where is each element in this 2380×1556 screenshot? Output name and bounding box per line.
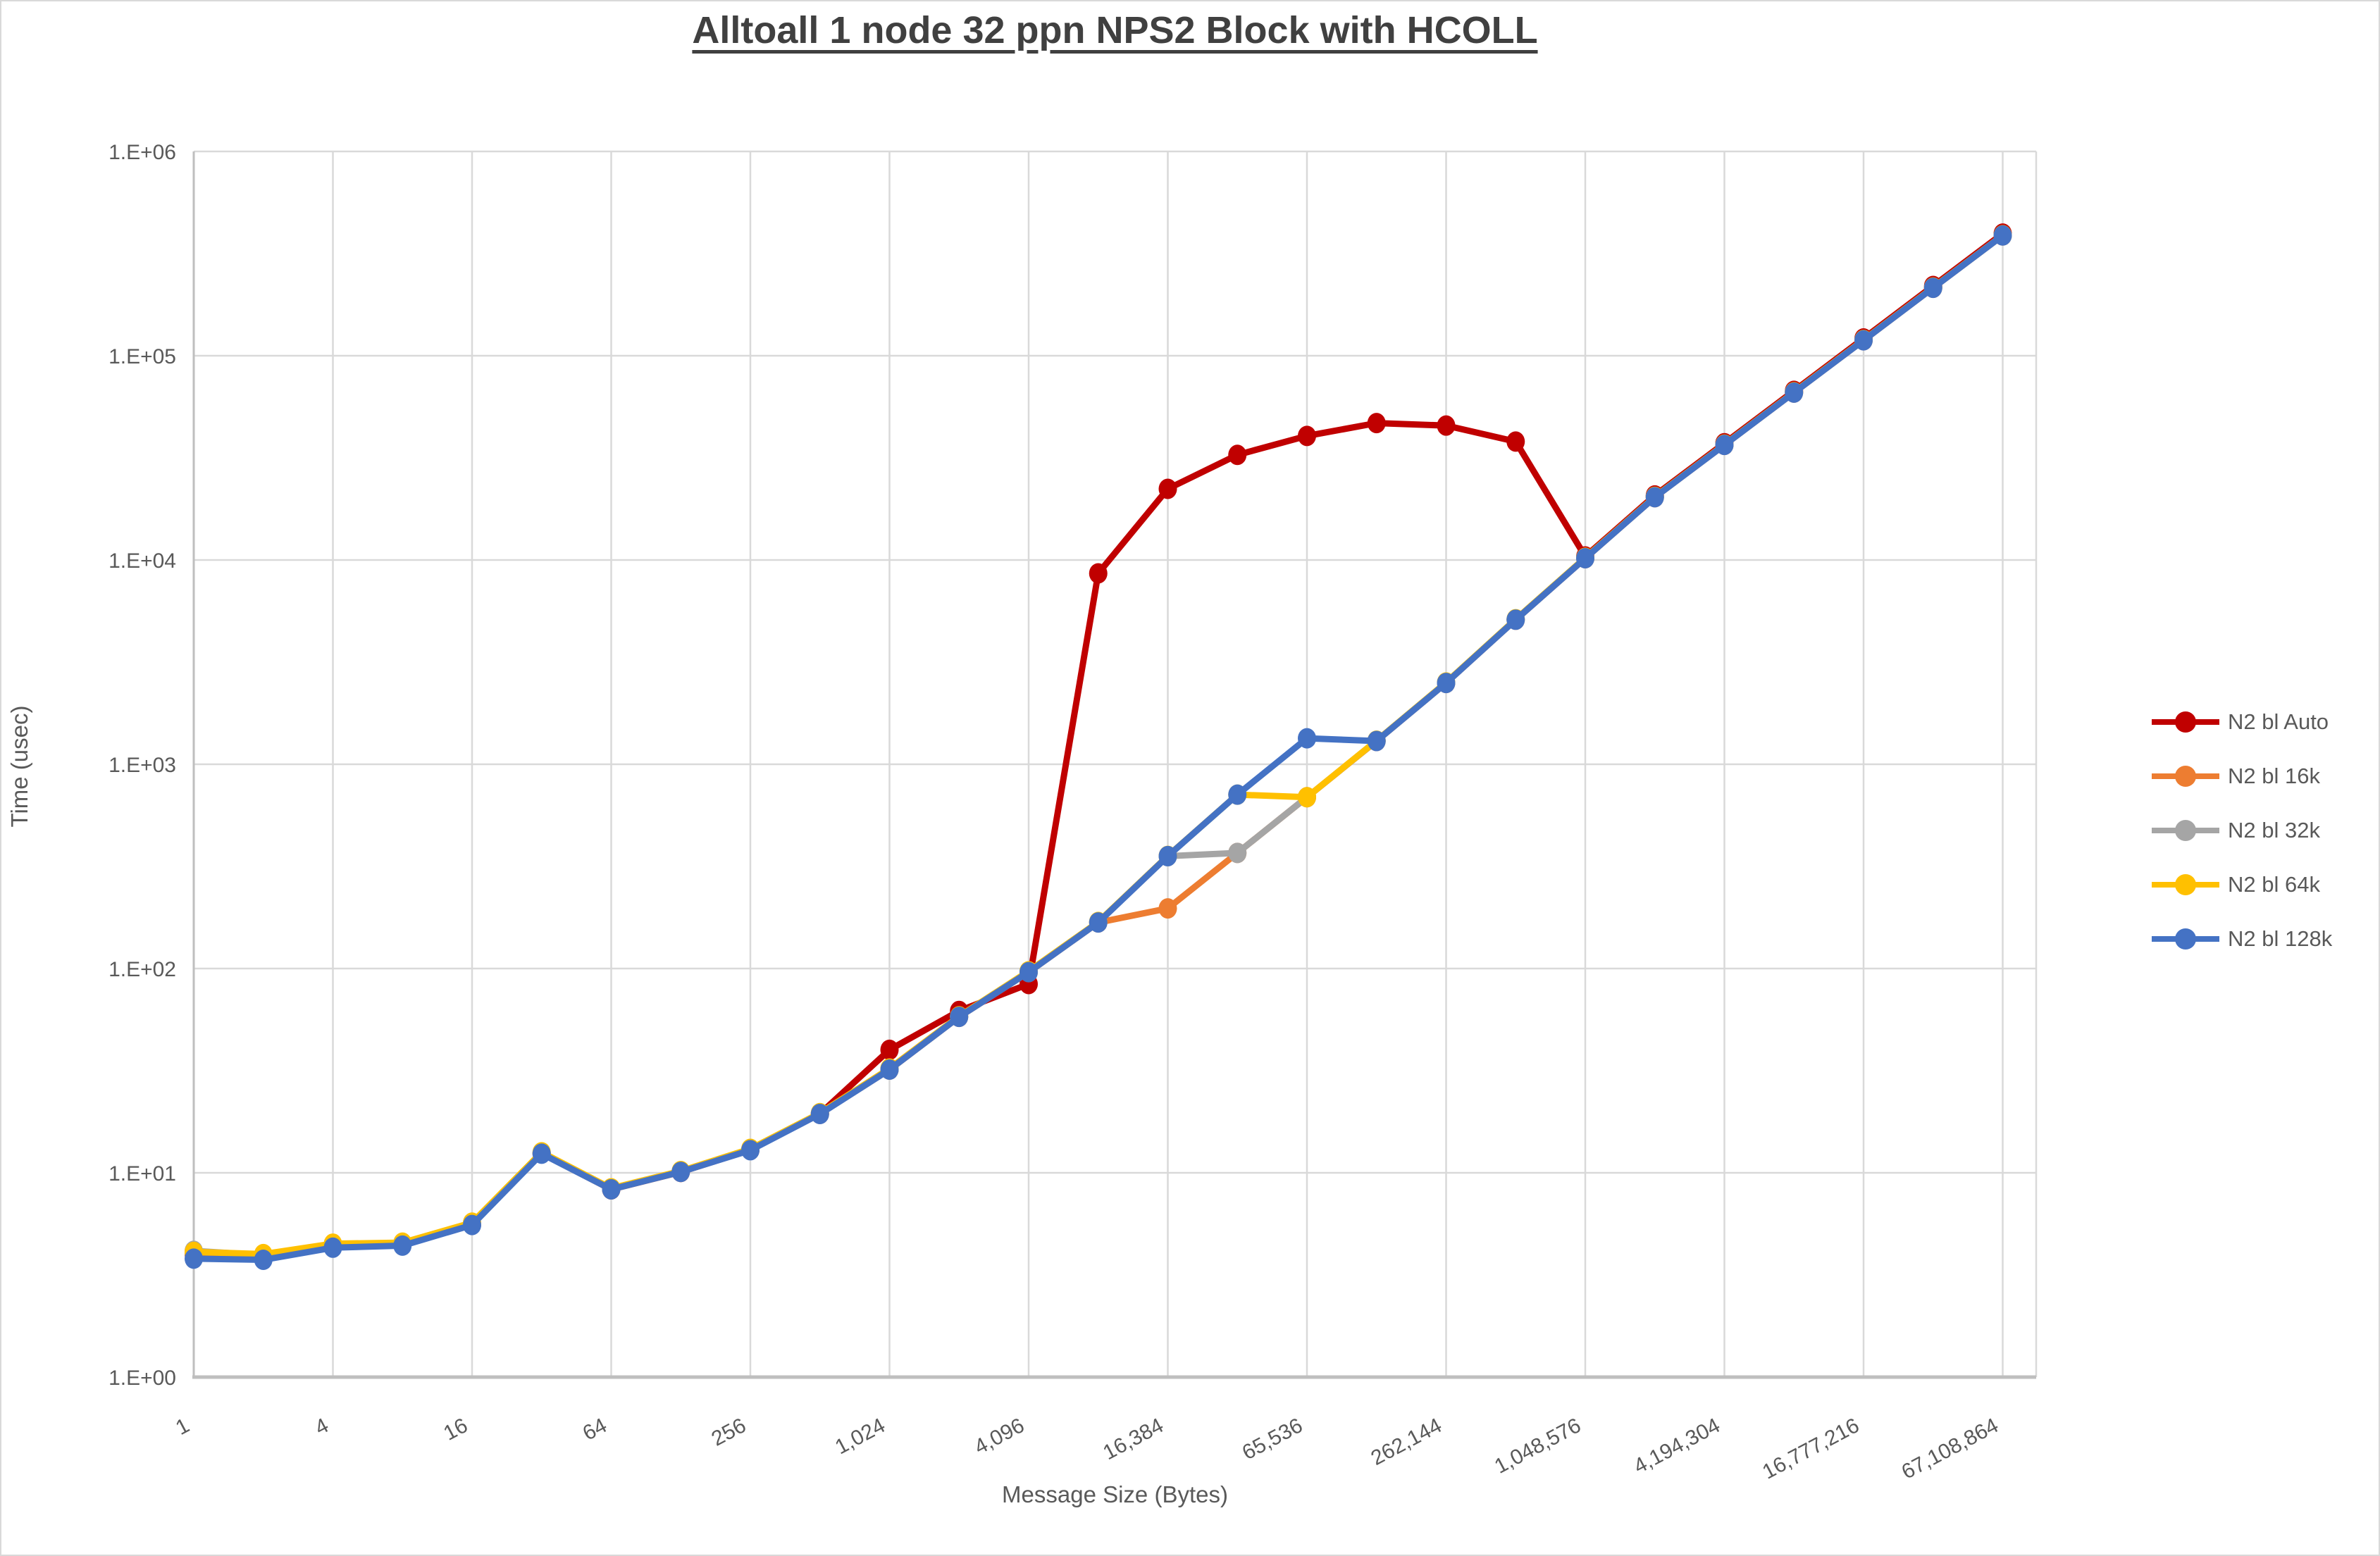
legend-item-N2-bl-64k: N2 bl 64k xyxy=(2150,872,2332,897)
data-point-N2-bl-128k xyxy=(463,1214,481,1236)
y-tick-label: 1.E+04 xyxy=(109,549,176,573)
x-tick-label: 67,108,864 xyxy=(1898,1414,2002,1484)
series-line-N2-bl-128k xyxy=(190,232,2006,1264)
data-point-N2-bl-128k xyxy=(532,1143,551,1164)
data-point-N2-bl-Auto xyxy=(1367,413,1386,434)
legend-marker-icon xyxy=(2152,766,2219,787)
y-tick-label: 1.E+00 xyxy=(109,1367,176,1390)
data-point-N2-bl-128k xyxy=(1298,728,1316,749)
data-point-N2-bl-128k xyxy=(1854,330,1873,351)
series-line-N2-bl-16k xyxy=(190,232,2006,1260)
y-tick-label: 1.E+05 xyxy=(109,345,176,368)
data-point-N2-bl-128k xyxy=(950,1007,969,1028)
data-point-N2-bl-128k xyxy=(1923,278,1942,299)
x-axis-title: Message Size (Bytes) xyxy=(1002,1481,1228,1507)
x-tick-label: 4,096 xyxy=(971,1414,1029,1459)
data-point-N2-bl-128k xyxy=(1437,673,1456,694)
x-tick-label: 1,024 xyxy=(831,1414,889,1459)
legend-label: N2 bl Auto xyxy=(2228,709,2329,734)
x-tick-label: 4,194,304 xyxy=(1630,1414,1723,1479)
y-tick-label: 1.E+02 xyxy=(109,958,176,981)
data-point-N2-bl-128k xyxy=(1645,487,1664,508)
data-point-N2-bl-Auto xyxy=(1437,415,1456,436)
data-point-N2-bl-128k xyxy=(810,1104,829,1125)
data-point-N2-bl-128k xyxy=(602,1178,621,1200)
data-point-N2-bl-128k xyxy=(1367,730,1386,752)
data-point-N2-bl-128k xyxy=(185,1248,203,1269)
data-point-N2-bl-128k xyxy=(1715,435,1734,456)
data-point-N2-bl-64k xyxy=(1298,787,1316,808)
data-point-N2-bl-128k xyxy=(741,1140,760,1161)
data-point-N2-bl-128k xyxy=(1785,382,1804,403)
data-point-N2-bl-Auto xyxy=(1089,563,1108,584)
data-point-N2-bl-128k xyxy=(1089,912,1108,933)
x-tick-label: 262,144 xyxy=(1368,1414,1446,1470)
data-point-N2-bl-128k xyxy=(323,1237,342,1258)
series-line-N2-bl-Auto xyxy=(190,230,2006,1260)
legend-item-N2-bl-32k: N2 bl 32k xyxy=(2150,818,2332,842)
y-tick-label: 1.E+01 xyxy=(109,1162,176,1185)
x-tick-label: 1 xyxy=(172,1414,193,1440)
x-tick-label: 64 xyxy=(579,1414,611,1445)
series-line-N2-bl-64k xyxy=(190,232,2006,1257)
legend-label: N2 bl 64k xyxy=(2228,872,2320,897)
y-tick-label: 1.E+06 xyxy=(109,141,176,164)
legend: N2 bl Auto N2 bl 16k N2 bl 32k N2 bl 64k N2 … xyxy=(2150,709,2333,981)
x-tick-label: 16 xyxy=(440,1414,471,1445)
data-point-N2-bl-128k xyxy=(393,1235,412,1256)
x-tick-label: 16,777,216 xyxy=(1759,1414,1863,1484)
data-point-N2-bl-32k xyxy=(1228,842,1247,864)
legend-marker-icon xyxy=(2152,711,2219,733)
x-tick-label: 16,384 xyxy=(1099,1414,1167,1464)
legend-marker-icon xyxy=(2152,928,2219,950)
series-line-N2-bl-32k xyxy=(190,232,2006,1259)
x-tick-label: 256 xyxy=(708,1414,750,1451)
data-point-N2-bl-128k xyxy=(1019,961,1038,983)
chart-title: Alltoall 1 node 32 ppn NPS2 Block with H… xyxy=(692,9,1538,51)
legend-item-N2-bl-128k: N2 bl 128k xyxy=(2150,926,2333,951)
data-point-N2-bl-128k xyxy=(671,1162,690,1183)
legend-label: N2 bl 32k xyxy=(2228,818,2320,842)
data-point-N2-bl-128k xyxy=(1993,225,2012,246)
data-point-N2-bl-16k xyxy=(1158,898,1177,919)
data-point-N2-bl-Auto xyxy=(1506,431,1525,452)
legend-item-N2-bl-Auto: N2 bl Auto xyxy=(2150,709,2332,734)
data-point-N2-bl-Auto xyxy=(1228,444,1247,466)
legend-marker-icon xyxy=(2152,874,2219,895)
data-point-N2-bl-128k xyxy=(254,1250,273,1271)
legend-marker-icon xyxy=(2152,820,2219,841)
data-point-N2-bl-128k xyxy=(1506,609,1525,630)
x-tick-label: 65,536 xyxy=(1239,1414,1307,1464)
data-point-N2-bl-Auto xyxy=(880,1039,899,1060)
legend-item-N2-bl-16k: N2 bl 16k xyxy=(2150,764,2332,788)
x-tick-label: 1,048,576 xyxy=(1491,1414,1585,1479)
data-point-N2-bl-128k xyxy=(1158,845,1177,866)
data-point-N2-bl-128k xyxy=(880,1059,899,1081)
data-point-N2-bl-128k xyxy=(1228,784,1247,805)
data-point-N2-bl-128k xyxy=(1576,548,1594,569)
legend-label: N2 bl 16k xyxy=(2228,764,2320,788)
data-point-N2-bl-Auto xyxy=(1298,425,1316,447)
data-point-N2-bl-Auto xyxy=(1158,478,1177,499)
x-tick-label: 4 xyxy=(311,1414,333,1440)
legend-label: N2 bl 128k xyxy=(2228,926,2333,951)
y-tick-label: 1.E+03 xyxy=(109,754,176,777)
